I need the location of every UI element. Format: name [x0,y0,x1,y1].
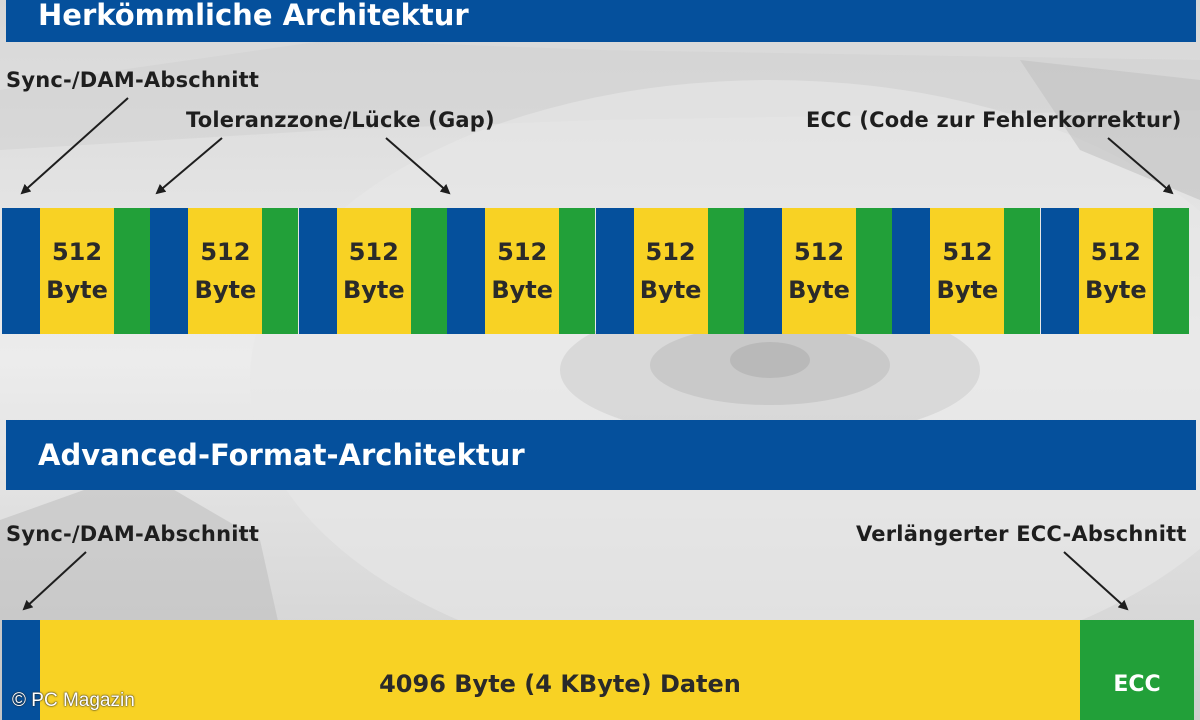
advanced-sync-segment [2,620,40,720]
sector-size-text: 512 Byte [788,238,850,304]
ecc-arrow-top [1107,137,1174,195]
ecc-segment [410,208,447,334]
advanced-data-segment: 4096 Byte (4 KByte) Daten [40,620,1080,720]
gap-label: Toleranzzone/Lücke (Gap) [186,108,495,132]
sector-data-segment: 512 Byte [485,208,560,334]
sync-segment [744,208,782,334]
sector-data-segment: 512 Byte [188,208,263,334]
traditional-architecture-title: Herkömmliche Architektur [6,0,1196,42]
sector-size-text: 512 Byte [491,238,554,304]
sync-segment [298,208,337,334]
gap-arrow-right [385,137,451,195]
sync-arrow-bottom [22,551,87,611]
copyright-notice: © PC Magazin [12,690,135,711]
traditional-architecture-title-text: Herkömmliche Architektur [38,0,469,32]
sector-data-segment: 512 Byte [930,208,1005,334]
advanced-format-title-text: Advanced-Format-Architektur [38,438,525,472]
sync-dam-label-top: Sync-/DAM-Abschnitt [6,68,260,92]
advanced-ecc-segment: ECC [1080,620,1194,720]
ecc-segment [114,208,150,334]
sector-data-segment: 512 Byte [40,208,114,334]
advanced-ecc-text: ECC [1113,671,1161,697]
sector-data-segment: 512 Byte [1078,208,1153,334]
advanced-format-title: Advanced-Format-Architektur [6,420,1196,490]
sector-size-text: 512 Byte [936,238,999,304]
sector-size-text: 512 Byte [1084,238,1147,304]
sector-size-text: 512 Byte [194,238,257,304]
gap-arrow-left [155,137,223,195]
advanced-data-text: 4096 Byte (4 KByte) Daten [379,670,741,698]
sync-dam-label-bottom: Sync-/DAM-Abschnitt [6,522,260,546]
ecc-segment [856,208,892,334]
ecc-segment [262,208,299,334]
sector-size-text: 512 Byte [639,238,702,304]
sector-size-text: 512 Byte [46,238,108,304]
sync-segment [892,208,931,334]
sync-segment [1040,208,1079,334]
sector-data-segment: 512 Byte [633,208,708,334]
ecc-segment [1152,208,1189,334]
sync-arrow-top [20,97,129,195]
sync-segment [595,208,634,334]
sync-segment [2,208,40,334]
ecc-label-top: ECC (Code zur Fehlerkorrektur) [806,108,1182,132]
ecc-segment [559,208,596,334]
ecc-segment [1004,208,1041,334]
sector-data-segment: 512 Byte [782,208,856,334]
ecc-segment [707,208,744,334]
ecc-arrow-bottom [1063,551,1129,611]
sector-data-segment: 512 Byte [336,208,411,334]
extended-ecc-label: Verlängerter ECC-Abschnitt [856,522,1187,546]
sync-segment [447,208,486,334]
sync-segment [150,208,189,334]
sector-size-text: 512 Byte [342,238,405,304]
